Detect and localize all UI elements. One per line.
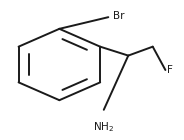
Text: F: F [167, 65, 173, 75]
Text: Br: Br [113, 11, 124, 21]
Text: NH$_2$: NH$_2$ [93, 120, 114, 134]
